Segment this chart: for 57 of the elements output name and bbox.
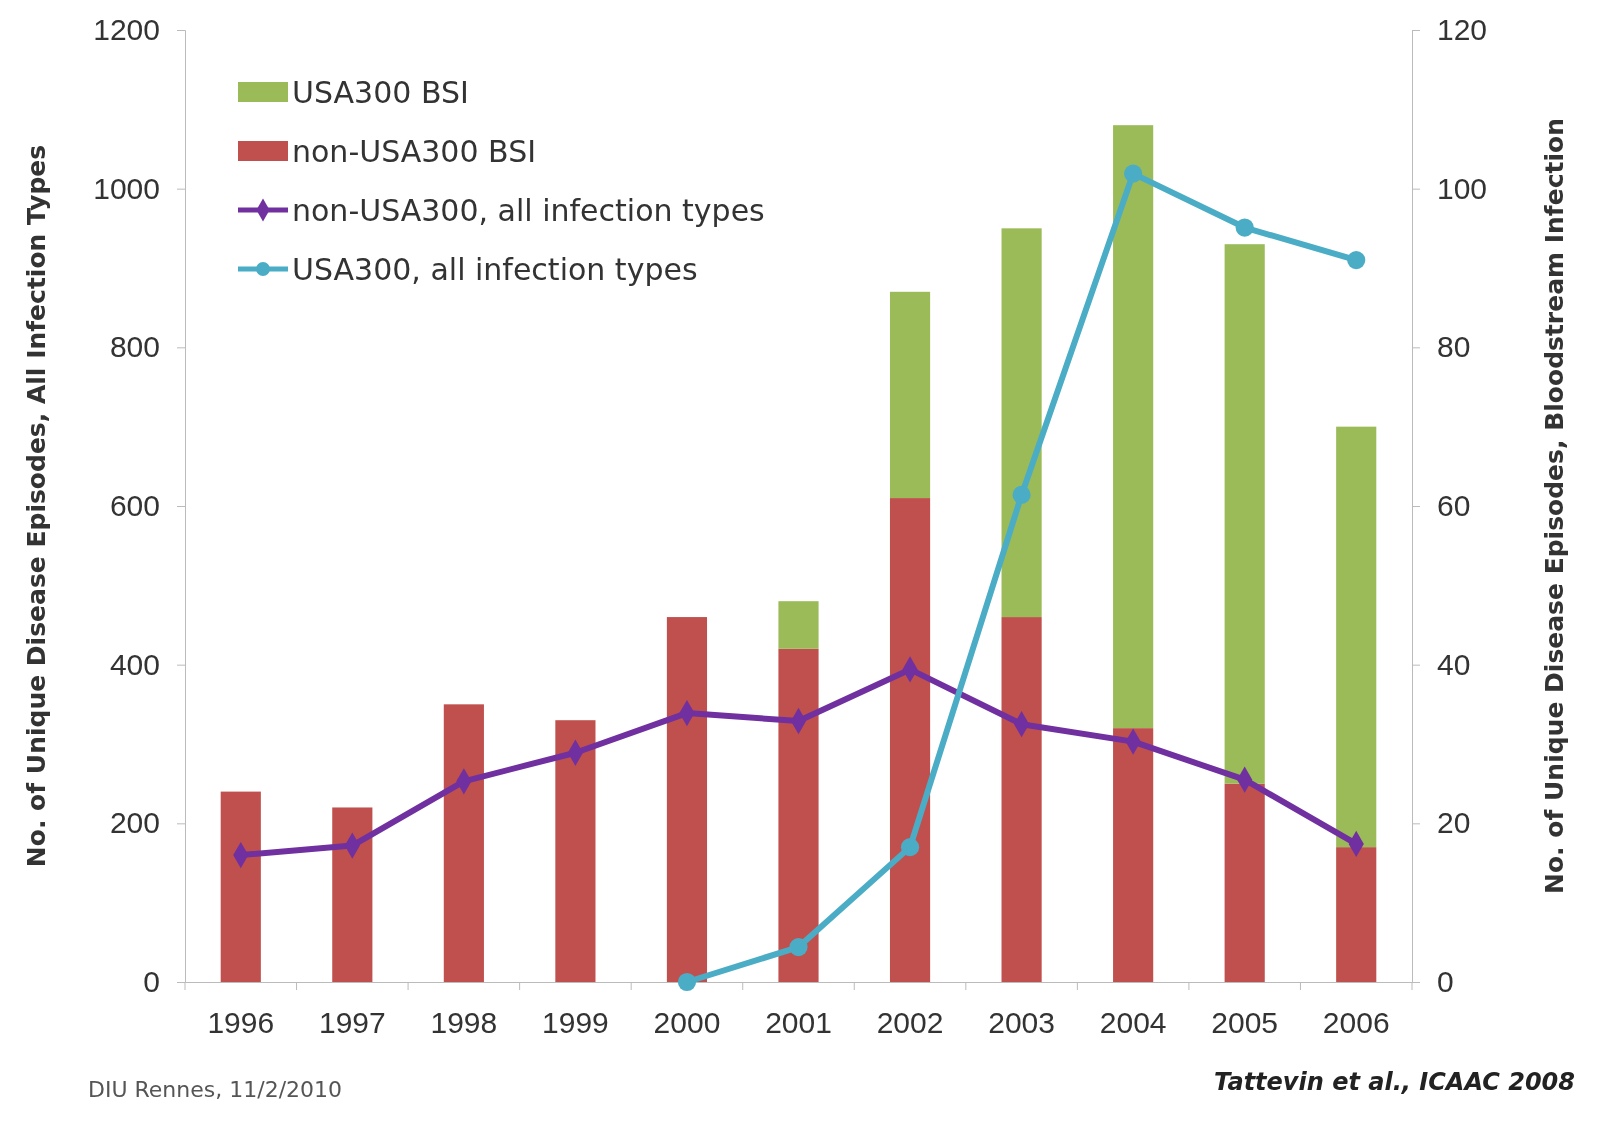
x-tick-label: 2002	[876, 1006, 944, 1039]
point	[789, 938, 808, 957]
y-tick-label: 800	[109, 330, 160, 364]
point	[1235, 218, 1254, 237]
point	[1012, 485, 1031, 504]
bar	[1113, 728, 1154, 982]
text: DIU Rennes, 11/2/2010	[88, 1077, 343, 1102]
y2-axis-title: No. of Unique Disease Episodes, Bloodstream Infection	[1540, 117, 1569, 895]
bar	[778, 648, 819, 982]
bar	[1224, 783, 1265, 982]
bar	[555, 720, 596, 982]
y-tick-label: 1200	[93, 13, 160, 47]
legend-label: non-USA300 BSI	[292, 133, 537, 169]
x-tick-label: 2003	[988, 1006, 1055, 1039]
y2-tick-label: 20	[1437, 806, 1471, 840]
point	[1124, 164, 1143, 183]
text: Tattevin et al., ICAAC 2008	[1213, 1068, 1575, 1096]
x-tick-label: 2006	[1322, 1006, 1390, 1039]
y-tick-label: 1000	[93, 171, 160, 205]
bar	[1224, 244, 1265, 784]
legend-label: non-USA300, all infection types	[292, 192, 765, 228]
bar	[666, 617, 708, 982]
y-tick-label: 400	[109, 647, 160, 681]
y-axis-title: No. of Unique Disease Episodes, All Infection Types	[22, 144, 51, 868]
y2-tick-label: 0	[1437, 965, 1454, 999]
y-tick-label: 600	[109, 489, 160, 523]
legend-label: USA300, all infection types	[292, 251, 698, 287]
y2-tick-label: 40	[1437, 647, 1471, 681]
point	[677, 972, 697, 992]
x-tick-label: 1996	[207, 1006, 275, 1039]
y-tick-label: 200	[109, 806, 160, 840]
bar	[889, 498, 931, 982]
legend-label: USA300 BSI	[292, 74, 469, 110]
bar	[220, 791, 261, 982]
bar	[889, 291, 931, 499]
bar	[1113, 125, 1154, 729]
bar	[443, 704, 484, 982]
x-tick-label: 1998	[430, 1006, 498, 1039]
x-tick-label: 1997	[318, 1006, 386, 1039]
y-tick-label: 0	[143, 965, 160, 999]
y2-tick-label: 60	[1437, 489, 1471, 523]
y2-tick-label: 80	[1437, 330, 1471, 364]
x-tick-label: 1999	[542, 1006, 609, 1039]
x-tick-label: 2005	[1211, 1006, 1279, 1039]
point	[900, 838, 920, 857]
bar	[1001, 228, 1042, 618]
y2-tick-label: 120	[1437, 13, 1488, 47]
x-tick-label: 2000	[653, 1006, 721, 1039]
bar	[778, 601, 819, 649]
x-tick-label: 2001	[765, 1006, 832, 1039]
bar	[332, 807, 373, 982]
x-tick-label: 2004	[1099, 1006, 1167, 1039]
point	[1347, 250, 1366, 270]
bar	[1001, 617, 1042, 982]
y2-tick-label: 100	[1437, 171, 1488, 205]
bar	[1336, 426, 1377, 848]
bar	[1336, 847, 1377, 982]
